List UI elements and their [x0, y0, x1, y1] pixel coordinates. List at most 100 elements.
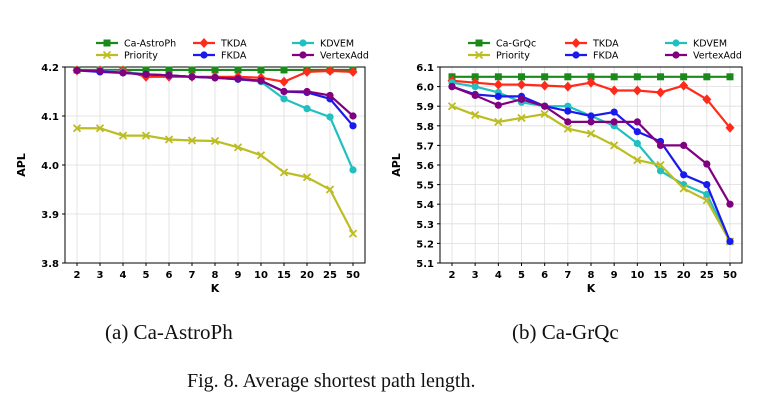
chart-b-point-fkda-5 — [564, 107, 572, 115]
chart-b-point-ca-grqc-4 — [541, 73, 549, 81]
chart-b-legend-item-kdvem: KDVEM — [665, 39, 727, 50]
chart-a-ytick-label-1: 3.9 — [41, 210, 59, 221]
chart-b-ytick-label-5: 5.6 — [416, 161, 434, 172]
chart-b-legend-label-fkda: FKDA — [593, 51, 619, 62]
chart-b-legend-marker-fkda — [572, 51, 580, 59]
chart-b-point-fkda-11 — [703, 181, 711, 189]
chart-a-xtick-label-6: 8 — [212, 270, 219, 281]
chart-b-ytick-label-9: 6.0 — [416, 83, 434, 94]
chart-a-point-ca-astroph-6 — [211, 66, 219, 74]
chart-b-point-fkda-10 — [680, 171, 688, 179]
chart-a-legend-marker-vertexadd — [299, 51, 307, 59]
chart-a-xtick-label-4: 6 — [166, 270, 173, 281]
chart-a-point-ca-astroph-7 — [234, 66, 242, 74]
chart-a-point-vertexadd-8 — [257, 77, 265, 85]
chart-b-point-tkda-12 — [725, 122, 735, 133]
chart-a-point-tkda-11 — [325, 65, 335, 76]
chart-b-legend-label-vertexadd: VertexAdd — [693, 51, 742, 62]
chart-a-point-vertexadd-11 — [326, 91, 334, 100]
chart-b-point-tkda-6 — [586, 77, 596, 88]
chart-b-point-priority-3 — [517, 113, 526, 123]
chart-a-xtick-label-9: 15 — [277, 270, 291, 281]
chart-b-ytick-label-3: 5.4 — [416, 200, 434, 211]
chart-b-point-ca-grqc-8 — [633, 73, 641, 81]
chart-b-legend-item-ca-grqc: Ca-GrQc — [468, 39, 536, 50]
chart-a-point-tkda-12 — [348, 66, 358, 77]
chart-b-series-fkda — [448, 83, 734, 246]
chart-b-point-kdvem-9 — [656, 167, 665, 175]
chart-b-point-priority-8 — [633, 155, 642, 165]
chart-b-point-tkda-4 — [540, 80, 550, 91]
chart-a-legend-marker-tkda — [199, 38, 209, 48]
chart-b-point-ca-grqc-2 — [494, 73, 502, 81]
chart-a-point-kdvem-11 — [326, 113, 334, 121]
chart-a-xtick-label-2: 4 — [120, 270, 127, 281]
chart-a-point-ca-astroph-3 — [142, 66, 150, 74]
chart-b-point-fkda-6 — [587, 112, 595, 120]
chart-a-xtick-label-1: 3 — [97, 270, 104, 281]
chart-b-point-tkda-7 — [609, 85, 619, 96]
chart-b-legend-label-tkda: TKDA — [592, 39, 619, 50]
chart-a-legend-label-priority: Priority — [124, 51, 158, 62]
chart-b-point-kdvem-11 — [703, 190, 711, 198]
chart-b-ytick-label-10: 6.1 — [416, 63, 434, 74]
chart-a-point-vertexadd-12 — [349, 112, 357, 120]
chart-b-point-fkda-7 — [610, 108, 618, 116]
chart-b-point-tkda-2 — [493, 79, 503, 90]
chart-a-point-priority-8 — [256, 151, 266, 160]
chart-b-xtick-label-2: 4 — [495, 270, 502, 281]
chart-a-point-priority-11 — [325, 185, 335, 194]
chart-b-point-vertexadd-5 — [564, 118, 572, 126]
chart-b-point-ca-grqc-1 — [471, 73, 479, 81]
chart-b-point-tkda-11 — [702, 94, 712, 105]
chart-b-legend-marker-priority — [474, 50, 484, 60]
chart-a-legend-marker-fkda — [200, 51, 208, 59]
chart-a-point-priority-12 — [348, 229, 358, 238]
chart-b-xtick-label-3: 5 — [518, 270, 525, 281]
chart-a-point-ca-astroph-8 — [257, 66, 265, 74]
chart-a-point-vertexadd-5 — [188, 73, 196, 81]
chart-a-xtick-label-5: 7 — [189, 270, 196, 281]
chart-a-point-priority-9 — [279, 168, 289, 177]
chart-b-point-tkda-10 — [679, 80, 689, 91]
chart-a-point-vertexadd-6 — [211, 74, 219, 82]
chart-a-xtick-label-0: 2 — [74, 270, 81, 281]
chart-a-xlabel: K — [211, 282, 220, 295]
chart-b-point-fkda-2 — [494, 92, 502, 100]
chart-b-legend-item-priority: Priority — [468, 51, 530, 62]
subcaption-a: (a) Ca-AstroPh — [105, 320, 233, 344]
chart-b-legend-label-ca-grqc: Ca-GrQc — [496, 39, 536, 50]
chart-b-ytick-label-2: 5.3 — [416, 220, 434, 231]
chart-b-xtick-label-4: 6 — [541, 270, 548, 281]
chart-a-xtick-label-12: 50 — [346, 270, 360, 281]
chart-b-xtick-label-1: 3 — [472, 270, 479, 281]
chart-b-ytick-label-6: 5.7 — [416, 141, 434, 152]
chart-b-point-kdvem-8 — [633, 139, 641, 148]
chart-a-legend-marker-kdvem — [299, 39, 307, 47]
chart-b-point-vertexadd-3 — [517, 95, 526, 103]
chart-b-point-priority-11 — [702, 196, 711, 205]
chart-b-point-priority-0 — [447, 102, 457, 111]
chart-a-xtick-label-7: 9 — [235, 270, 242, 281]
chart-b-xtick-label-7: 9 — [611, 270, 618, 281]
chart-a-ytick-label-0: 3.8 — [41, 259, 59, 270]
chart-a-legend-label-vertexadd: VertexAdd — [320, 51, 369, 62]
chart-b-point-vertexadd-9 — [656, 141, 665, 149]
chart-b-point-tkda-9 — [656, 87, 665, 98]
chart-b-ytick-label-1: 5.2 — [416, 239, 434, 250]
chart-a-legend-label-ca-astroph: Ca-AstroPh — [124, 39, 176, 50]
chart-b-xlabel: K — [587, 282, 596, 295]
chart-b-point-tkda-3 — [517, 79, 526, 90]
chart-a-legend-item-kdvem: KDVEM — [292, 39, 354, 50]
chart-a-point-priority-6 — [210, 136, 220, 146]
chart-a-point-vertexadd-0 — [73, 66, 81, 75]
chart-b-point-vertexadd-1 — [471, 91, 479, 100]
chart-a-xtick-label-11: 25 — [323, 270, 337, 281]
chart-a-point-priority-4 — [164, 135, 174, 144]
chart-a-point-vertexadd-3 — [142, 70, 150, 78]
chart-b-point-ca-grqc-9 — [657, 73, 664, 81]
chart-b-point-vertexadd-10 — [680, 141, 688, 149]
chart-a-xtick-label-8: 10 — [254, 270, 268, 281]
